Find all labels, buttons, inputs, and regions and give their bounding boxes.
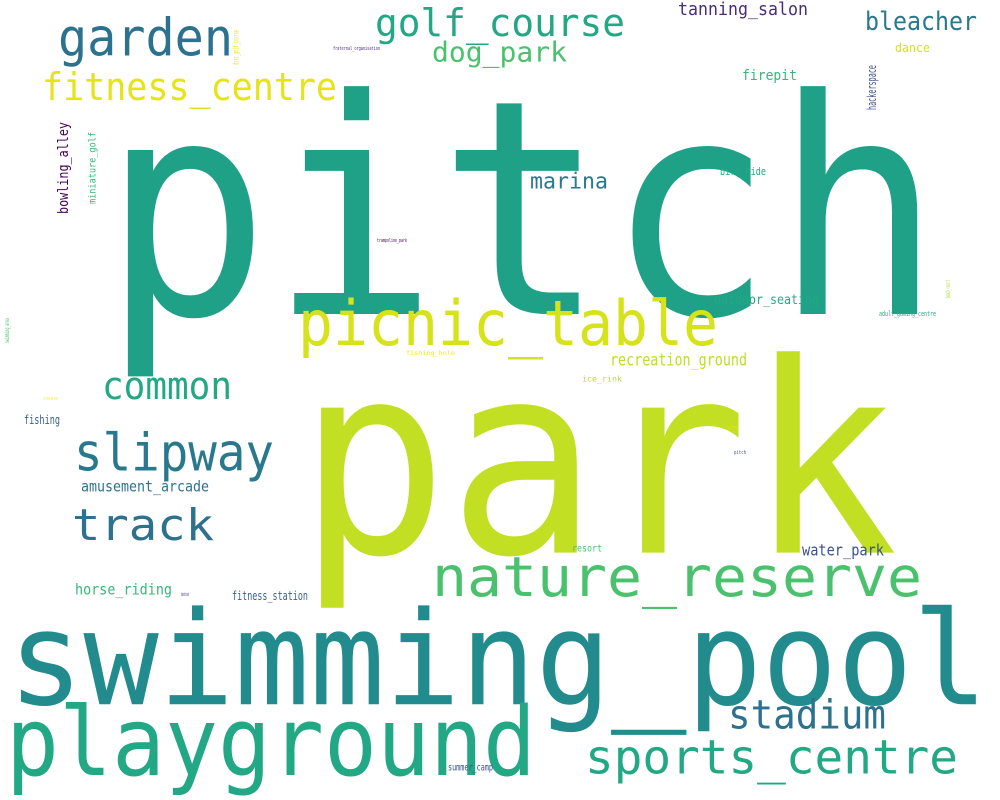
word-bird-hide: bird_hide: [720, 165, 766, 178]
word-recreation-ground: recreation_ground: [610, 349, 747, 370]
word-horse-riding: horse_riding: [75, 580, 172, 599]
word-summer-camp: summer_camp: [448, 761, 493, 773]
word-dance: dance: [895, 40, 930, 55]
word-outdoor: outdoor: [182, 591, 183, 594]
word-park: park: [298, 306, 898, 617]
word-tanning-salon: tanning_salon: [678, 0, 808, 20]
word-fitness-station: fitness_station: [232, 588, 308, 603]
word-disc-golf-course: disc_golf_course: [231, 29, 241, 65]
word-fishing: fishing: [24, 412, 60, 427]
word-sports-centre: sports_centre: [585, 729, 958, 785]
word-track: track: [72, 499, 214, 551]
word-golf-course: golf_course: [375, 0, 625, 46]
word-slipway: slipway: [74, 422, 274, 484]
word-swimming-pool: swimming_pool: [8, 583, 988, 736]
word-common: common: [102, 363, 232, 409]
word-resort: resort: [572, 542, 602, 554]
word-fraternal-organisation: fraternal_organisation: [333, 45, 380, 52]
word-water-park: water_park: [802, 540, 884, 560]
word-bowling-alley: bowling_alley: [54, 122, 72, 214]
word-fitness-centre: fitness_centre: [42, 64, 337, 110]
word-yes: yes: [728, 424, 738, 431]
word-trampoline-park: trampoline_park: [377, 237, 407, 244]
word-bandstand: bandstand: [181, 591, 189, 598]
word-pitch-small: pitch: [734, 449, 746, 456]
word-sauna: sauna: [43, 395, 58, 401]
word-firepit: firepit: [742, 66, 797, 84]
word-adult-gaming-centre: adult_gaming_centre: [879, 309, 936, 318]
word-beach-resort: beach_resort: [944, 280, 952, 298]
word-bleacher: bleacher: [865, 5, 977, 37]
word-outdoor-seating: outdoor_seating: [714, 291, 819, 308]
word-dog-park: dog_park: [432, 35, 567, 69]
word-fishing-hole: fishing_hole: [406, 349, 455, 357]
word-marina: marina: [530, 168, 608, 194]
word-ice-rink: ice_rink: [582, 374, 622, 384]
word-swimming-area: swimming_area: [3, 318, 11, 343]
word-playground: playground: [6, 686, 536, 798]
word-amusement-arcade: amusement_arcade: [81, 477, 209, 496]
word-miniature-golf: miniature_golf: [86, 132, 98, 204]
word-nature-reserve: nature_reserve: [432, 545, 922, 610]
word-hackerspace: hackerspace: [864, 65, 879, 110]
word-garden: garden: [58, 7, 233, 69]
word-pitch: pitch: [102, 35, 942, 386]
word-stadium: stadium: [728, 691, 886, 739]
word-picnic-table: picnic_table: [298, 287, 718, 360]
